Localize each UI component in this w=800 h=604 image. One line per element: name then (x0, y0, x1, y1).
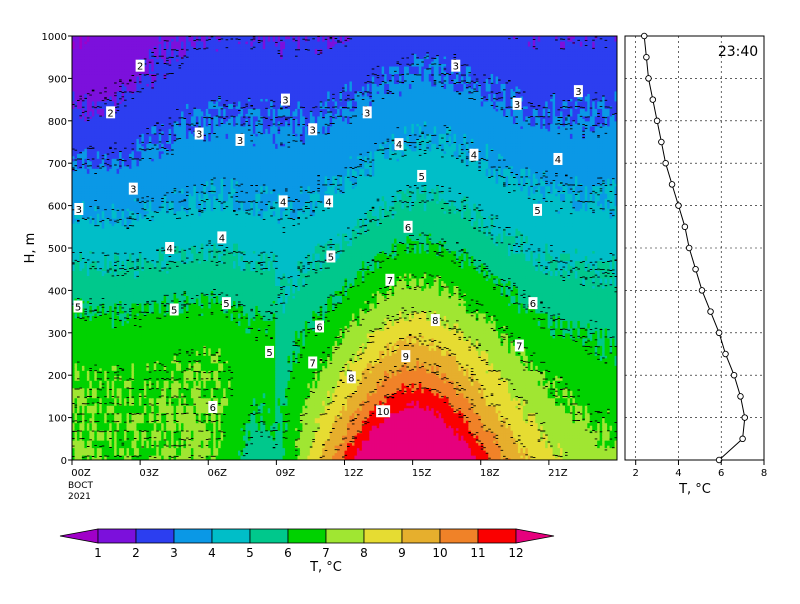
chart-figure: 2 2 3 3 3 3 3 3 3 3 3 3 4 4 4 4 4 4 4 5 5 5 5 5 5 5 6 6 6 6 7 7 7 8 8 9 10 0… (0, 0, 800, 600)
